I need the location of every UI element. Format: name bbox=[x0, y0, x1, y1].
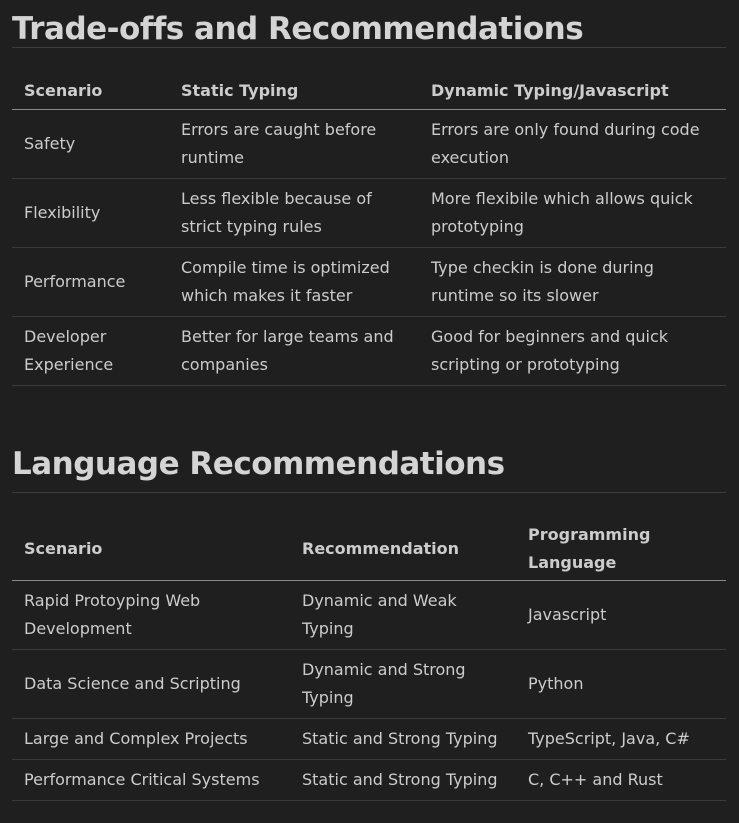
table-cell: Dynamic and Weak Typing bbox=[290, 580, 516, 650]
column-header-static-typing: Static Typing bbox=[169, 73, 419, 110]
table-cell: Static and Strong Typing bbox=[290, 718, 516, 760]
table-cell: Errors are only found during code execut… bbox=[419, 109, 726, 179]
table-cell: Good for beginners and quick scripting o… bbox=[419, 316, 726, 386]
table-cell: Safety bbox=[12, 109, 169, 179]
table-cell: Data Science and Scripting bbox=[12, 649, 290, 719]
table-row: Performance Critical Systems Static and … bbox=[12, 759, 726, 801]
table-row: Performance Compile time is optimized wh… bbox=[12, 247, 726, 317]
tradeoffs-heading: Trade-offs and Recommendations bbox=[12, 0, 726, 48]
language-recommendations-table: Scenario Recommendation Programming Lang… bbox=[12, 517, 726, 801]
table-cell: Performance Critical Systems bbox=[12, 759, 290, 801]
table-row: Flexibility Less flexible because of str… bbox=[12, 178, 726, 248]
table-row: Data Science and Scripting Dynamic and S… bbox=[12, 649, 726, 719]
column-header-dynamic-typing: Dynamic Typing/Javascript bbox=[419, 73, 726, 110]
table-cell: Compile time is optimized which makes it… bbox=[169, 247, 419, 317]
language-recommendations-heading: Language Recommendations bbox=[12, 444, 726, 493]
table-header-row: Scenario Recommendation Programming Lang… bbox=[12, 517, 726, 581]
table-header-row: Scenario Static Typing Dynamic Typing/Ja… bbox=[12, 73, 726, 110]
table-cell: Dynamic and Strong Typing bbox=[290, 649, 516, 719]
table-cell: C, C++ and Rust bbox=[516, 759, 726, 801]
table-cell: Less flexible because of strict typing r… bbox=[169, 178, 419, 248]
table-cell: Performance bbox=[12, 247, 169, 317]
table-row: Rapid Protoyping Web Development Dynamic… bbox=[12, 580, 726, 650]
table-cell: Type checkin is done during runtime so i… bbox=[419, 247, 726, 317]
table-cell: Python bbox=[516, 649, 726, 719]
table-cell: Rapid Protoyping Web Development bbox=[12, 580, 290, 650]
column-header-scenario: Scenario bbox=[12, 73, 169, 110]
document: Trade-offs and Recommendations Scenario … bbox=[12, 0, 726, 801]
table-cell: Javascript bbox=[516, 580, 726, 650]
column-header-programming-language: Programming Language bbox=[516, 517, 726, 581]
table-cell: TypeScript, Java, C# bbox=[516, 718, 726, 760]
table-cell: More flexibile which allows quick protot… bbox=[419, 178, 726, 248]
table-row: Safety Errors are caught before runtime … bbox=[12, 109, 726, 179]
table-cell: Flexibility bbox=[12, 178, 169, 248]
column-header-scenario: Scenario bbox=[12, 517, 290, 581]
tradeoffs-table: Scenario Static Typing Dynamic Typing/Ja… bbox=[12, 73, 726, 386]
table-cell: Developer Experience bbox=[12, 316, 169, 386]
table-cell: Better for large teams and companies bbox=[169, 316, 419, 386]
table-cell: Errors are caught before runtime bbox=[169, 109, 419, 179]
table-cell: Static and Strong Typing bbox=[290, 759, 516, 801]
table-row: Large and Complex Projects Static and St… bbox=[12, 718, 726, 760]
table-cell: Large and Complex Projects bbox=[12, 718, 290, 760]
table-row: Developer Experience Better for large te… bbox=[12, 316, 726, 386]
column-header-recommendation: Recommendation bbox=[290, 517, 516, 581]
